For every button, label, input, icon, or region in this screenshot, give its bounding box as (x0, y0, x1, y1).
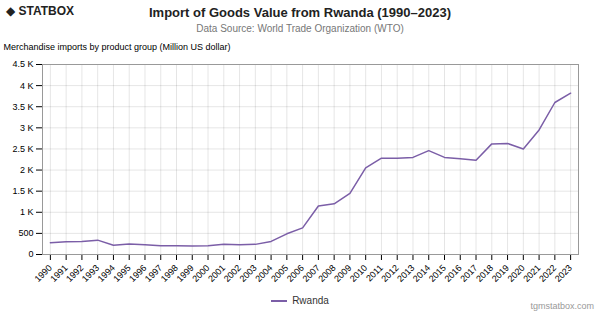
svg-text:1995: 1995 (111, 262, 133, 284)
svg-text:1 K: 1 K (20, 207, 34, 217)
svg-text:2019: 2019 (489, 262, 511, 284)
svg-text:1991: 1991 (48, 262, 70, 284)
svg-text:1997: 1997 (143, 262, 165, 284)
svg-text:2.5 K: 2.5 K (12, 144, 33, 154)
svg-text:2015: 2015 (426, 262, 448, 284)
svg-text:3 K: 3 K (20, 123, 34, 133)
svg-text:2017: 2017 (458, 262, 480, 284)
svg-text:2016: 2016 (442, 262, 464, 284)
svg-text:2014: 2014 (411, 262, 433, 284)
svg-text:2001: 2001 (206, 262, 228, 284)
svg-text:2007: 2007 (300, 262, 322, 284)
svg-text:1990: 1990 (32, 262, 54, 284)
html-text:Import of Goods Value from Rwa: Import of Goods Value from Rwanda (1990–… (149, 5, 451, 20)
svg-text:2008: 2008 (316, 262, 338, 284)
svg-text:2023: 2023 (553, 263, 574, 284)
svg-text:1.5 K: 1.5 K (12, 186, 33, 196)
svg-text:2021: 2021 (521, 262, 543, 284)
svg-text:2011: 2011 (364, 262, 385, 284)
svg-text:1992: 1992 (64, 262, 86, 284)
svg-text:2009: 2009 (332, 262, 354, 284)
svg-text:1994: 1994 (95, 262, 117, 284)
html-text:◆ STATBOX: ◆ STATBOX (6, 4, 75, 18)
svg-text:3.5 K: 3.5 K (12, 102, 33, 112)
svg-text:2010: 2010 (347, 262, 370, 284)
svg-text:2003: 2003 (237, 262, 259, 284)
svg-text:2022: 2022 (537, 262, 559, 284)
svg-text:2004: 2004 (253, 262, 275, 284)
svg-text:4.5 K: 4.5 K (12, 59, 33, 69)
html-text:Data Source: World Trade Organ: Data Source: World Trade Organization (W… (196, 23, 404, 34)
svg-text:2012: 2012 (379, 262, 401, 284)
html-text:Rwanda: Rwanda (292, 295, 329, 306)
svg-text:4 K: 4 K (20, 80, 34, 90)
svg-text:1993: 1993 (79, 262, 102, 284)
svg-text:0: 0 (28, 249, 33, 259)
svg-text:Merchandise imports by product: Merchandise imports by product group (Mi… (4, 42, 231, 52)
svg-text:1998: 1998 (158, 262, 180, 284)
svg-text:500: 500 (18, 228, 33, 238)
html-text:tgmstatbox.com: tgmstatbox.com (530, 301, 594, 311)
svg-text:1996: 1996 (127, 262, 149, 284)
svg-text:2000: 2000 (190, 262, 212, 284)
svg-text:2018: 2018 (474, 262, 496, 284)
svg-text:2006: 2006 (284, 262, 307, 284)
svg-text:2 K: 2 K (20, 165, 34, 175)
svg-text:2013: 2013 (395, 262, 417, 284)
svg-text:2002: 2002 (221, 262, 243, 284)
svg-text:1999: 1999 (174, 262, 196, 284)
svg-text:2020: 2020 (505, 262, 527, 284)
svg-text:2005: 2005 (269, 262, 291, 284)
